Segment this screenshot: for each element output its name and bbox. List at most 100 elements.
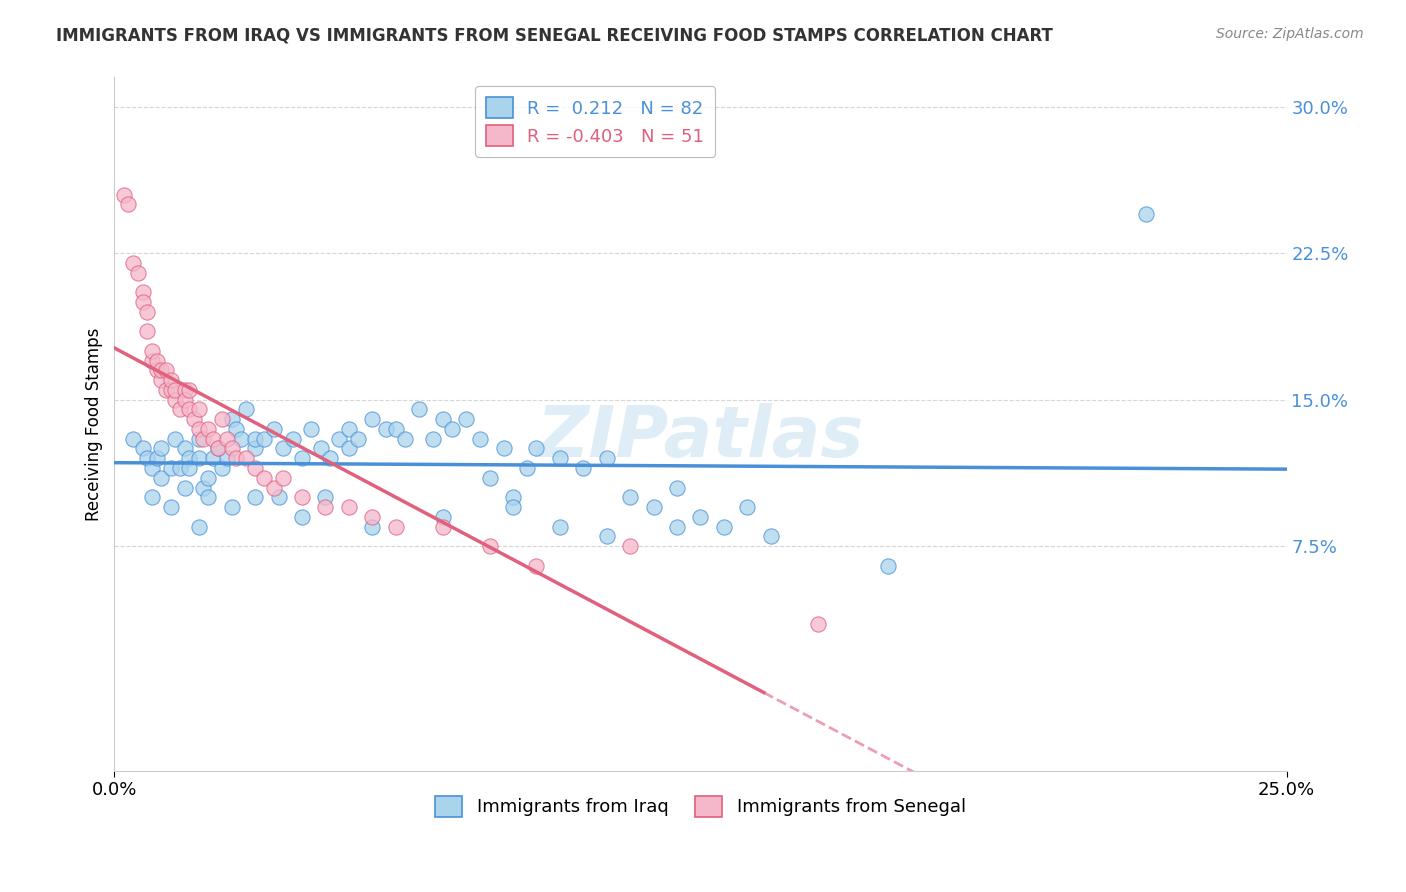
Point: [478, 471, 501, 485]
Point: [187, 402, 209, 417]
Point: [572, 461, 595, 475]
Y-axis label: Receiving Food Stamps: Receiving Food Stamps: [86, 327, 103, 521]
Point: [187, 422, 209, 436]
Point: [235, 451, 257, 466]
Point: [136, 451, 159, 466]
Point: [243, 432, 266, 446]
Point: [361, 412, 384, 426]
Point: [309, 442, 332, 456]
Point: [384, 422, 406, 436]
Point: [150, 471, 173, 485]
Point: [243, 491, 266, 505]
Point: [619, 539, 641, 553]
Point: [145, 363, 167, 377]
Point: [221, 412, 243, 426]
Point: [422, 432, 444, 446]
Point: [131, 442, 153, 456]
Point: [159, 373, 181, 387]
Point: [502, 491, 524, 505]
Point: [183, 412, 205, 426]
Point: [666, 519, 689, 533]
Point: [759, 529, 782, 543]
Point: [221, 442, 243, 456]
Point: [408, 402, 430, 417]
Point: [211, 412, 233, 426]
Point: [263, 422, 285, 436]
Point: [492, 442, 515, 456]
Point: [314, 491, 336, 505]
Point: [193, 432, 215, 446]
Point: [187, 432, 209, 446]
Point: [225, 422, 247, 436]
Point: [877, 558, 900, 573]
Point: [211, 461, 233, 475]
Point: [229, 432, 252, 446]
Point: [145, 451, 167, 466]
Point: [179, 461, 201, 475]
Point: [243, 442, 266, 456]
Point: [122, 256, 145, 270]
Point: [643, 500, 665, 514]
Point: [173, 392, 195, 407]
Point: [619, 491, 641, 505]
Point: [141, 353, 163, 368]
Point: [253, 432, 276, 446]
Point: [235, 402, 257, 417]
Point: [122, 432, 145, 446]
Point: [432, 519, 454, 533]
Point: [526, 558, 548, 573]
Point: [596, 529, 619, 543]
Point: [173, 442, 195, 456]
Point: [737, 500, 759, 514]
Point: [150, 442, 173, 456]
Point: [271, 471, 294, 485]
Point: [141, 491, 163, 505]
Text: ZIPatlas: ZIPatlas: [537, 403, 865, 473]
Point: [432, 509, 454, 524]
Point: [548, 519, 571, 533]
Point: [432, 412, 454, 426]
Point: [136, 324, 159, 338]
Point: [319, 451, 342, 466]
Point: [215, 451, 238, 466]
Point: [179, 402, 201, 417]
Point: [384, 519, 406, 533]
Point: [187, 451, 209, 466]
Point: [179, 451, 201, 466]
Point: [337, 422, 360, 436]
Point: [807, 617, 830, 632]
Point: [468, 432, 491, 446]
Point: [193, 481, 215, 495]
Point: [187, 519, 209, 533]
Point: [267, 491, 290, 505]
Point: [281, 432, 304, 446]
Point: [1135, 207, 1157, 221]
Point: [689, 509, 711, 524]
Point: [454, 412, 477, 426]
Point: [713, 519, 735, 533]
Point: [165, 392, 187, 407]
Point: [145, 353, 167, 368]
Point: [215, 432, 238, 446]
Point: [165, 383, 187, 397]
Point: [159, 383, 181, 397]
Point: [221, 500, 243, 514]
Point: [197, 422, 219, 436]
Point: [179, 383, 201, 397]
Point: [347, 432, 370, 446]
Point: [150, 363, 173, 377]
Point: [201, 451, 224, 466]
Point: [155, 383, 177, 397]
Point: [502, 500, 524, 514]
Point: [394, 432, 416, 446]
Point: [207, 442, 229, 456]
Point: [291, 509, 314, 524]
Point: [141, 461, 163, 475]
Point: [299, 422, 322, 436]
Text: IMMIGRANTS FROM IRAQ VS IMMIGRANTS FROM SENEGAL RECEIVING FOOD STAMPS CORRELATIO: IMMIGRANTS FROM IRAQ VS IMMIGRANTS FROM …: [56, 27, 1053, 45]
Point: [291, 451, 314, 466]
Point: [516, 461, 538, 475]
Point: [169, 461, 191, 475]
Point: [150, 373, 173, 387]
Point: [159, 500, 181, 514]
